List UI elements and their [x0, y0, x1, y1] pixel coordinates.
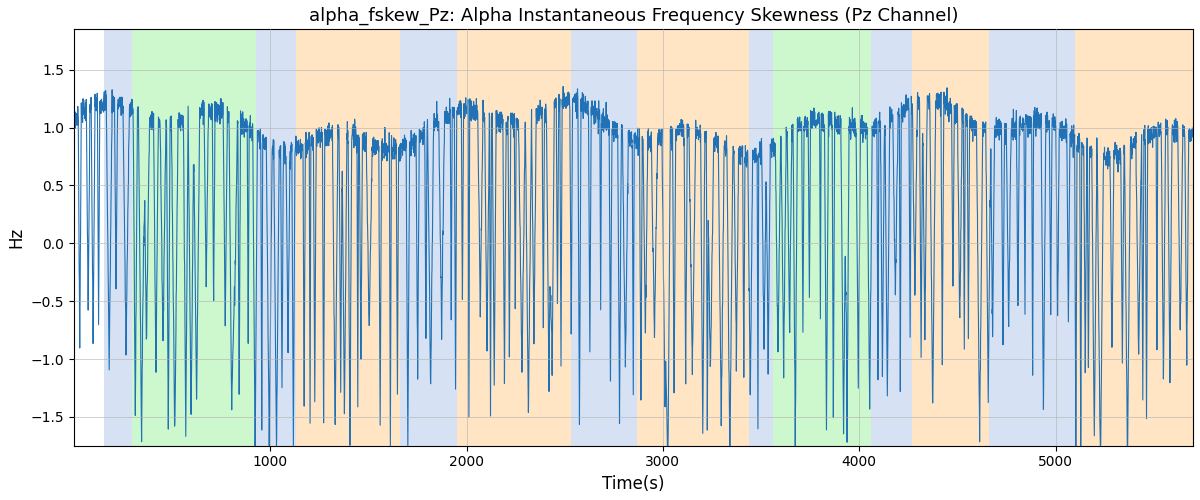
- Bar: [295, 30, 400, 446]
- Bar: [257, 30, 295, 446]
- X-axis label: Time(s): Time(s): [602, 475, 665, 493]
- Bar: [749, 30, 773, 446]
- Y-axis label: Hz: Hz: [7, 227, 25, 248]
- Bar: [871, 30, 912, 446]
- Bar: [400, 30, 457, 446]
- Bar: [989, 30, 1075, 446]
- Bar: [912, 30, 989, 446]
- Title: alpha_fskew_Pz: Alpha Instantaneous Frequency Skewness (Pz Channel): alpha_fskew_Pz: Alpha Instantaneous Freq…: [308, 7, 959, 25]
- Bar: [457, 30, 571, 446]
- Bar: [637, 30, 749, 446]
- Bar: [571, 30, 637, 446]
- Bar: [104, 30, 132, 446]
- Bar: [773, 30, 871, 446]
- Bar: [132, 30, 257, 446]
- Bar: [1075, 30, 1193, 446]
